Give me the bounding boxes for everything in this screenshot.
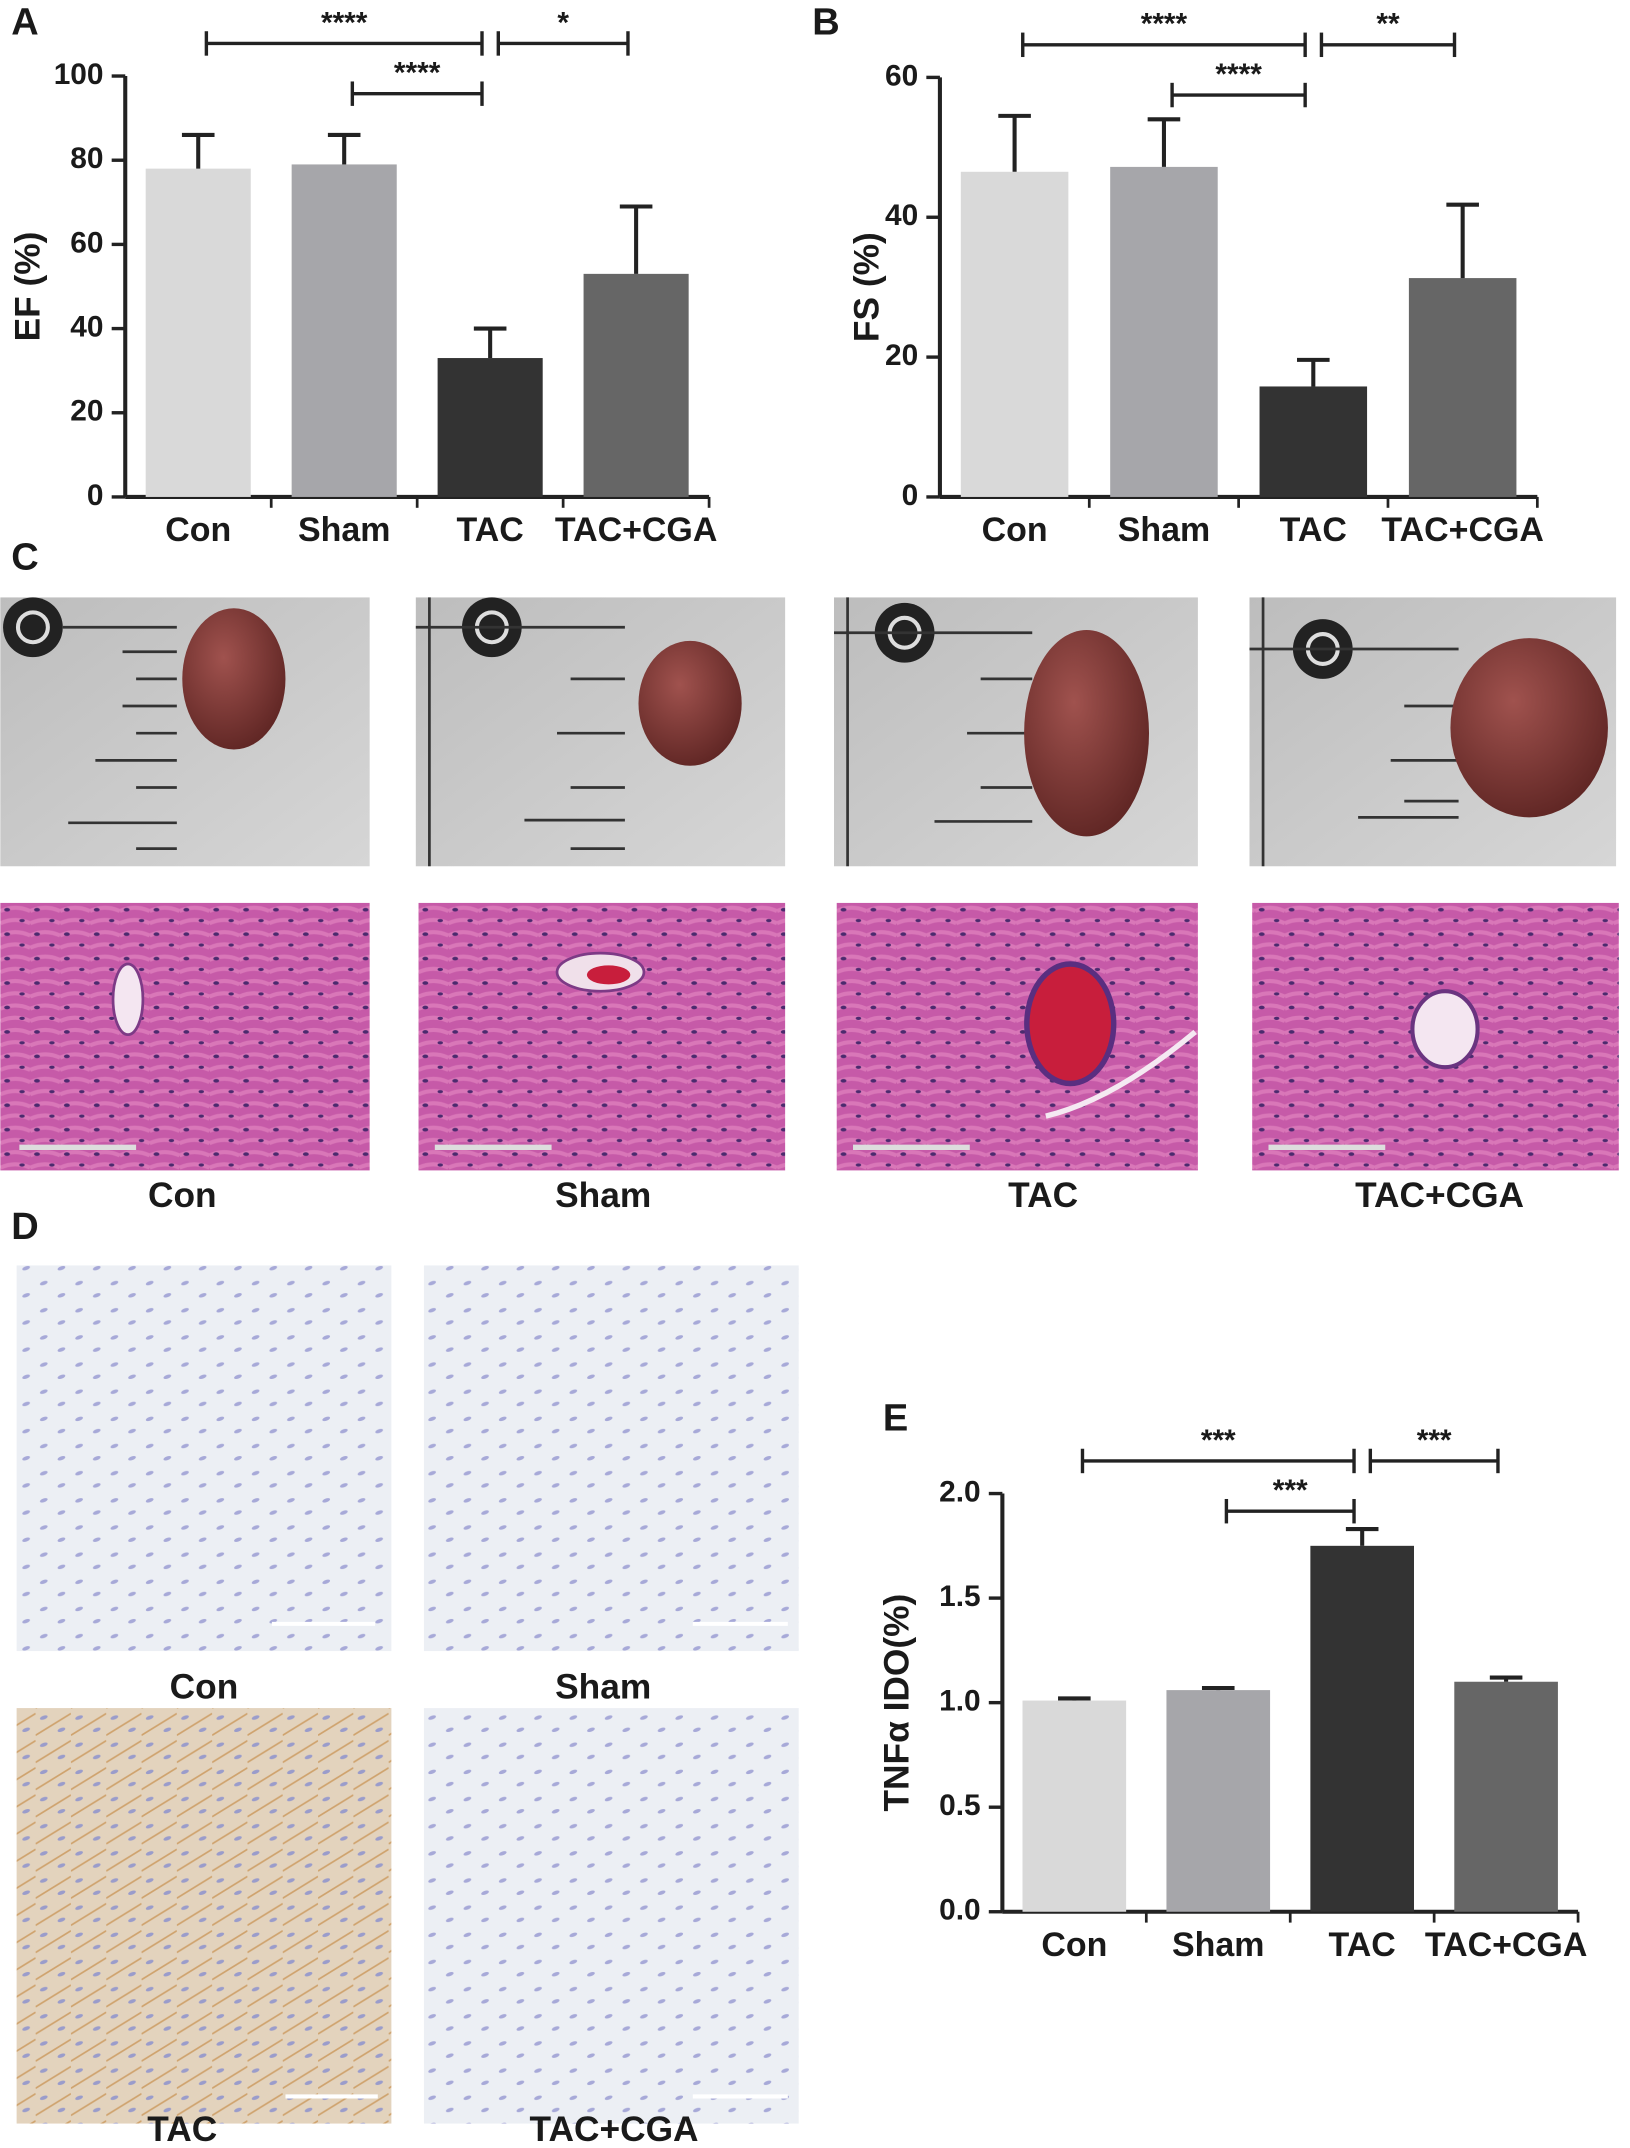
y-axis-label: TNFα IDO(%) bbox=[878, 1594, 917, 1812]
significance-label: **** bbox=[321, 6, 368, 39]
bar bbox=[437, 358, 543, 497]
image-caption: TAC+CGA bbox=[530, 2110, 699, 2148]
significance-label: *** bbox=[1201, 1424, 1236, 1457]
x-tick-label: Con bbox=[1041, 1926, 1107, 1964]
photo-caption: TAC bbox=[1008, 1176, 1078, 1215]
bar bbox=[291, 164, 397, 497]
x-tick-label: Sham bbox=[298, 511, 390, 549]
x-tick-label: TAC bbox=[457, 511, 524, 549]
image-caption: Con bbox=[170, 1667, 239, 1706]
photo-con bbox=[0, 597, 370, 867]
histology bbox=[0, 902, 1619, 1171]
bar bbox=[960, 171, 1069, 497]
y-tick-label: 60 bbox=[70, 226, 103, 259]
photo-tac-cga bbox=[1249, 597, 1617, 867]
photo-tac bbox=[834, 597, 1198, 867]
bar bbox=[1310, 1545, 1414, 1912]
bar bbox=[1022, 1700, 1127, 1912]
y-tick-label: 80 bbox=[70, 142, 103, 175]
x-tick-label: TAC+CGA bbox=[555, 511, 717, 549]
x-tick-label: TAC bbox=[1280, 511, 1347, 549]
panel-label: E bbox=[883, 1397, 908, 1439]
y-axis-label: FS (%) bbox=[848, 232, 887, 342]
significance-label: **** bbox=[1215, 58, 1262, 91]
significance-label: *** bbox=[1417, 1424, 1452, 1457]
y-tick-label: 40 bbox=[70, 310, 103, 343]
x-tick-label: TAC+CGA bbox=[1381, 511, 1543, 549]
y-tick-label: 1.0 bbox=[939, 1685, 981, 1718]
panel-label: A bbox=[11, 1, 38, 43]
y-tick-label: 0.5 bbox=[939, 1789, 981, 1822]
x-tick-label: TAC bbox=[1329, 1926, 1396, 1964]
bar bbox=[1166, 1690, 1271, 1912]
photo-sham bbox=[415, 597, 786, 867]
y-tick-label: 60 bbox=[885, 59, 918, 92]
y-tick-label: 40 bbox=[885, 199, 918, 232]
y-tick-label: 20 bbox=[885, 339, 918, 372]
y-tick-label: 0.0 bbox=[939, 1894, 981, 1927]
x-tick-label: Sham bbox=[1172, 1926, 1264, 1964]
photo-caption: Sham bbox=[555, 1176, 651, 1215]
bar bbox=[1110, 166, 1218, 497]
y-axis-label: EF (%) bbox=[9, 232, 48, 342]
y-tick-label: 0 bbox=[902, 479, 919, 512]
bar bbox=[1454, 1681, 1558, 1912]
significance-label: **** bbox=[1141, 8, 1188, 41]
y-tick-label: 1.5 bbox=[939, 1580, 981, 1613]
bar bbox=[1259, 386, 1368, 497]
significance-label: ** bbox=[1376, 8, 1400, 41]
panel-label: B bbox=[812, 1, 839, 43]
y-tick-label: 2.0 bbox=[939, 1475, 981, 1508]
panel-label: D bbox=[11, 1206, 38, 1248]
bar bbox=[1408, 278, 1517, 497]
x-tick-label: Sham bbox=[1118, 511, 1210, 549]
significance-label: **** bbox=[394, 57, 441, 90]
bar bbox=[583, 273, 689, 497]
panel-label: C bbox=[11, 536, 38, 578]
significance-label: *** bbox=[1273, 1474, 1308, 1507]
x-tick-label: TAC+CGA bbox=[1425, 1926, 1587, 1964]
y-tick-label: 0 bbox=[87, 479, 104, 512]
bar bbox=[145, 168, 251, 497]
y-tick-label: 100 bbox=[54, 58, 104, 91]
photo-caption: Con bbox=[148, 1176, 217, 1215]
photo-caption: TAC+CGA bbox=[1355, 1176, 1524, 1215]
y-tick-label: 20 bbox=[70, 395, 103, 428]
ihc-images bbox=[16, 1265, 799, 2124]
image-caption: Sham bbox=[555, 1667, 651, 1706]
significance-label: * bbox=[557, 6, 569, 39]
x-tick-label: Con bbox=[982, 511, 1048, 549]
x-tick-label: Con bbox=[165, 511, 231, 549]
photos bbox=[0, 597, 1619, 2124]
image-caption: TAC bbox=[147, 2110, 217, 2148]
